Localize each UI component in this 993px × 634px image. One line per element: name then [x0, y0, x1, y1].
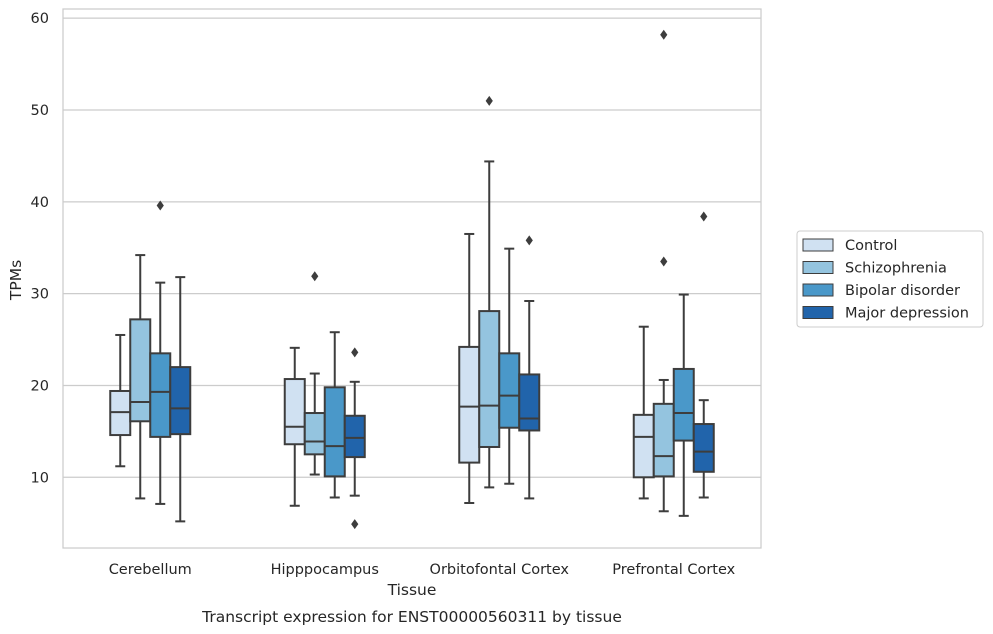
legend-label: Bipolar disorder [845, 283, 960, 299]
box-control [109, 333, 132, 468]
legend-swatch [802, 306, 834, 319]
iqr-box [343, 414, 366, 459]
legend-label: Control [845, 238, 897, 254]
box-schizophrenia [129, 254, 152, 500]
iqr-box [303, 412, 326, 456]
outlier-point [351, 519, 359, 530]
outlier-point [660, 29, 668, 40]
box-control [458, 232, 481, 505]
box-bipolar-disorder [672, 293, 695, 517]
legend: Control Schizophrenia Bipolar disorder Majo… [796, 230, 984, 328]
chart-caption: Transcript expression for ENST0000056031… [201, 608, 622, 626]
iqr-box [169, 366, 192, 436]
outlier-point [485, 95, 493, 106]
box-major-depression [169, 276, 192, 523]
y-axis-label: TPMs [7, 260, 25, 301]
iqr-box [323, 386, 346, 478]
box-bipolar-disorder [498, 247, 521, 485]
y-tick-label: 30 [31, 287, 49, 303]
y-tick-label: 10 [31, 470, 49, 486]
iqr-box [692, 423, 715, 473]
outlier-point [700, 211, 708, 222]
iqr-box [498, 352, 521, 429]
iqr-box [672, 367, 695, 442]
iqr-box [283, 378, 306, 446]
legend-swatch [802, 283, 834, 297]
iqr-box [149, 352, 172, 438]
x-tick-label: Hipppocampus [271, 562, 379, 578]
iqr-box [458, 345, 481, 464]
box-major-depression [518, 235, 541, 500]
legend-frame [796, 230, 984, 328]
outlier-point [156, 200, 164, 211]
y-tick-label: 60 [31, 11, 49, 27]
boxes-layer [109, 29, 715, 530]
legend-swatch [802, 261, 834, 274]
y-tick-label: 40 [31, 195, 49, 211]
legend-label: Schizophrenia [845, 261, 947, 277]
y-tick-labels: 10 20 30 40 50 60 [31, 11, 49, 486]
x-tick-labels: Cerebellum Hipppocampus Orbitofontal Corte… [109, 562, 736, 578]
outlier-point [311, 271, 319, 282]
iqr-box [632, 413, 655, 479]
iqr-box [129, 318, 152, 423]
box-major-depression [692, 211, 715, 499]
iqr-box [518, 373, 541, 432]
legend-label: Major depression [845, 306, 969, 322]
plot-frame [62, 8, 762, 549]
x-tick-label: Orbitofontal Cortex [430, 562, 570, 578]
x-tick-label: Prefrontal Cortex [612, 562, 735, 578]
outlier-point [351, 347, 359, 358]
legend-swatch [802, 238, 834, 252]
box-bipolar-disorder [149, 200, 172, 505]
y-tick-label: 50 [31, 103, 49, 119]
box-control [283, 346, 306, 507]
outlier-point [525, 235, 533, 246]
y-tick-label: 20 [31, 378, 49, 394]
iqr-box [478, 310, 501, 448]
x-axis-label: Tissue [387, 581, 437, 599]
box-schizophrenia [303, 271, 326, 476]
box-major-depression [343, 347, 366, 530]
iqr-box [652, 402, 675, 478]
outlier-point [660, 256, 668, 267]
x-tick-label: Cerebellum [109, 562, 192, 578]
